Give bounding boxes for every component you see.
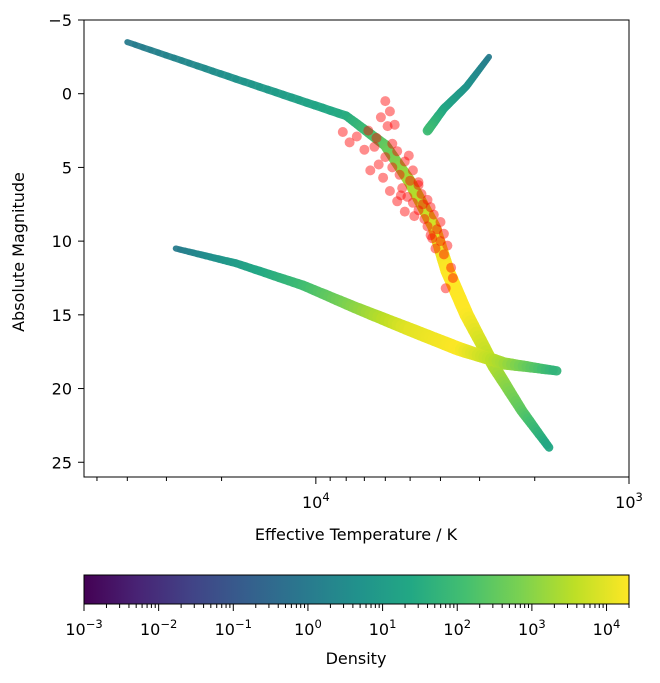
scatter-point <box>413 177 424 188</box>
scatter-point <box>432 224 443 235</box>
scatter-point <box>369 141 380 152</box>
scatter-point <box>359 144 370 155</box>
y-tick-label: −5 <box>48 11 72 30</box>
scatter-point <box>373 159 384 170</box>
scatter-point <box>438 249 449 260</box>
colorbar: 10−3 10−2 10−1 100 101 102 103 104 Density <box>65 574 630 668</box>
scatter-point <box>413 205 424 216</box>
scatter-point <box>371 132 382 143</box>
colorbar-tick-label: 10−2 <box>140 617 177 639</box>
scatter-point <box>442 240 453 251</box>
colorbar-tick-label: 10−3 <box>65 617 102 639</box>
scatter-point <box>378 172 389 183</box>
colorbar-gradient <box>83 574 630 605</box>
y-tick-label: 5 <box>62 158 72 177</box>
density-track-0 <box>124 39 554 452</box>
density-track-1 <box>422 53 492 136</box>
scatter-point <box>363 125 374 136</box>
scatter-point <box>382 121 393 132</box>
scatter-point <box>405 175 416 186</box>
y-tick-label: 10 <box>52 232 72 251</box>
density-cell <box>422 124 434 136</box>
scatter-point <box>446 262 457 273</box>
density-tracks <box>124 39 562 452</box>
density-track-2 <box>172 245 562 376</box>
plot-area <box>83 19 630 478</box>
colorbar-tick-label: 100 <box>294 617 322 639</box>
scatter-point <box>380 152 391 163</box>
x-tick-label: 104 <box>302 490 330 512</box>
colorbar-tick-label: 103 <box>518 617 546 639</box>
scatter-point <box>384 106 395 117</box>
y-axis-label: Absolute Magnitude <box>9 172 28 332</box>
plot-background <box>84 20 629 477</box>
scatter-point <box>438 228 449 239</box>
y-tick-label: 15 <box>52 306 72 325</box>
scatter-points <box>337 96 458 294</box>
density-cell <box>542 440 554 452</box>
y-tick-label: 0 <box>62 85 72 104</box>
scatter-point <box>387 162 398 173</box>
scatter-point <box>395 190 406 201</box>
scatter-point <box>417 199 428 210</box>
scatter-point <box>387 138 398 149</box>
scatter-point <box>407 197 418 208</box>
scatter-point <box>416 189 427 199</box>
scatter-point <box>425 202 436 213</box>
scatter-point <box>384 186 395 196</box>
plot-frame <box>83 19 630 478</box>
x-axis-label: Effective Temperature / K <box>255 525 458 544</box>
y-tick-label: 20 <box>52 380 72 399</box>
scatter-point <box>430 243 441 254</box>
y-axis: −5 0 5 10 15 20 25 <box>48 11 84 472</box>
colorbar-tick-label: 102 <box>443 617 471 639</box>
scatter-point <box>403 150 414 161</box>
x-tick-label: 103 <box>615 490 643 512</box>
scatter-point <box>351 131 362 142</box>
y-tick-label: 25 <box>52 453 72 472</box>
scatter-point <box>389 119 400 130</box>
scatter-point <box>422 221 433 232</box>
scatter-point <box>392 146 403 157</box>
colorbar-tick-label: 101 <box>369 617 397 639</box>
scatter-point <box>402 191 413 202</box>
scatter-point <box>435 236 446 247</box>
scatter-point <box>422 194 433 205</box>
scatter-point <box>407 165 418 176</box>
scatter-point <box>337 127 348 137</box>
scatter-point <box>413 180 424 191</box>
scatter-point <box>427 233 438 244</box>
scatter-point <box>435 217 446 227</box>
scatter-point <box>344 137 355 148</box>
colorbar-tick-label: 10−1 <box>215 617 252 639</box>
colorbar-tick-label: 104 <box>593 617 621 639</box>
scatter-point <box>392 196 403 207</box>
scatter-point <box>380 96 391 107</box>
colorbar-ticks: 10−3 10−2 10−1 100 101 102 103 104 <box>65 604 630 639</box>
scatter-point <box>425 230 436 241</box>
scatter-point <box>409 211 420 222</box>
scatter-point <box>394 169 405 180</box>
scatter-point <box>428 209 439 220</box>
scatter-point <box>447 273 458 283</box>
scatter-point <box>365 165 376 176</box>
scatter-point <box>397 183 408 194</box>
scatter-point <box>419 214 430 224</box>
colorbar-label: Density <box>326 649 387 668</box>
scatter-point <box>440 283 451 294</box>
scatter-point <box>399 156 410 167</box>
scatter-point <box>375 112 386 123</box>
scatter-point <box>399 206 410 217</box>
x-axis: 104 103 <box>96 477 643 512</box>
density-cell <box>548 365 562 376</box>
